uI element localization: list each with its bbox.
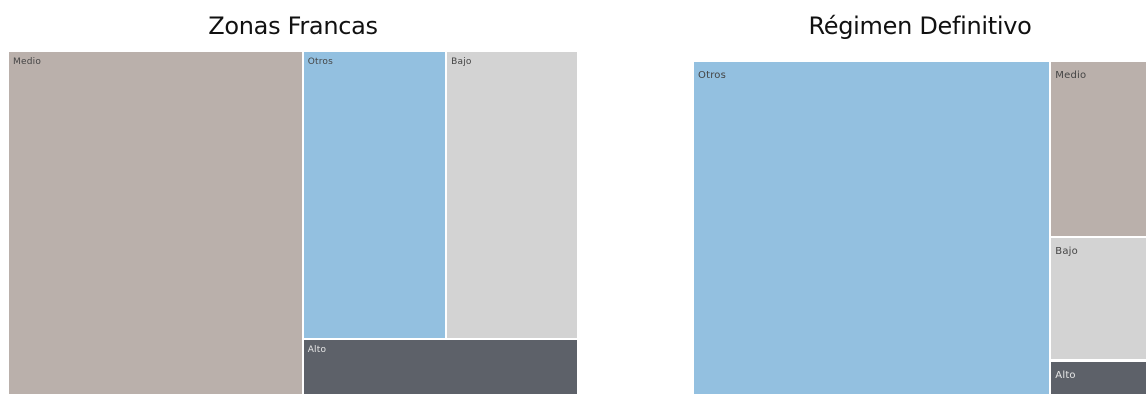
treemap-tile-label: Bajo: [451, 57, 472, 67]
treemap-tile-label: Otros: [307, 57, 333, 67]
treemap-tile-otros[interactable]: Otros: [693, 61, 1051, 395]
treemap-tile-alto[interactable]: Alto: [1050, 360, 1147, 395]
chart-title-zonas-francas: Zonas Francas: [208, 12, 378, 40]
treemap-regimen-definitivo: Otros Medio Bajo Alto: [693, 61, 1147, 395]
treemap-tile-label: Medio: [13, 57, 42, 67]
treemap-tile-label: Otros: [698, 70, 727, 81]
treemap-tile-medio[interactable]: Medio: [1050, 61, 1147, 237]
treemap-zonas-francas: Medio Otros Bajo Alto: [8, 51, 578, 395]
treemap-tile-otros[interactable]: Otros: [302, 51, 447, 340]
chart-title-regimen-definitivo: Régimen Definitivo: [808, 12, 1032, 40]
treemap-tile-bajo[interactable]: Bajo: [446, 51, 578, 340]
treemap-tile-label: Alto: [1055, 369, 1076, 381]
treemap-tile-label: Alto: [307, 345, 327, 356]
treemap-tile-bajo[interactable]: Bajo: [1050, 236, 1147, 361]
treemap-tile-medio[interactable]: Medio: [8, 51, 303, 395]
treemap-tile-alto[interactable]: Alto: [302, 339, 578, 395]
treemap-tile-label: Medio: [1055, 70, 1087, 81]
treemap-tile-label: Bajo: [1055, 245, 1078, 257]
